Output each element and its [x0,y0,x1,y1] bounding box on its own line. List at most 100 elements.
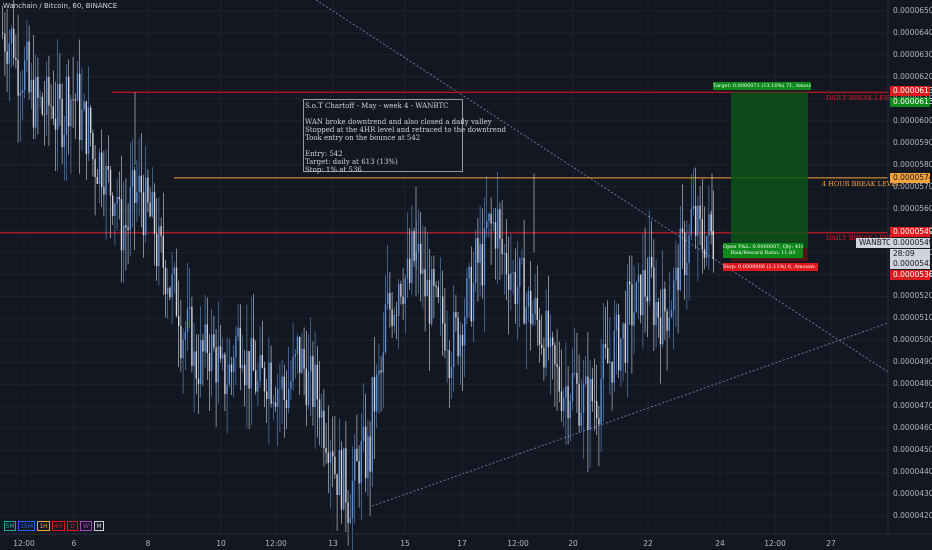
candle-body [596,401,598,419]
stop-label[interactable]: Stop: 0.0000006 (1.11%) 6, Amount: 750 [723,263,818,271]
candle-body [582,383,585,413]
candle-body [422,269,424,274]
note-line: Stop: 1% at 536 [305,166,362,174]
timeframe-m-button[interactable]: M [94,521,104,531]
candle-body [516,286,519,305]
open-pnl-label[interactable]: Open P&L: 0.0000007, Qty: 416666666 Risk… [723,243,803,258]
candle-body [206,324,208,353]
candle-body [268,362,270,399]
candle-body [197,378,200,385]
time-tick-label: 27 [826,539,836,548]
candle-body [299,336,301,373]
candle-body [349,518,351,523]
candle-body [446,350,448,351]
candle-body [527,290,530,308]
candle-body [59,84,61,99]
candle-body [24,60,26,91]
timeframe-15m-button[interactable]: 15M [18,521,35,531]
time-tick-label: 12:00 [265,539,287,548]
time-tick-label: 15 [400,539,410,548]
candle-body [252,338,255,371]
candle-body [356,448,358,462]
candle-body [624,323,626,363]
candle-body [543,347,545,368]
timeframe-5m-button[interactable]: 5M [4,521,16,531]
chartoff-note[interactable]: S.o.T Chartoff - May - week 4 - WANBTC W… [303,99,506,174]
candle-body [486,220,488,229]
candle-body [118,197,120,200]
price-tick-label: 0.0000640 [893,27,932,37]
candle-body [598,418,600,425]
candle-body [523,258,525,324]
candle-body [587,376,589,430]
candle-body [250,338,252,389]
candle-body [409,258,411,283]
candle-body [325,448,327,453]
candle-body [41,96,43,115]
candle-body [431,269,433,324]
symbol-title[interactable]: Wanchain / Bitcoin, 60, BINANCE [3,2,118,10]
timeframe-1h-button[interactable]: 1H [37,521,50,531]
candle-body [125,225,127,228]
candle-body [684,232,686,276]
candle-body [244,364,246,386]
candle-body [558,366,560,392]
candle-body [538,319,541,345]
candle-body [384,304,387,353]
candle-body [305,368,307,406]
candle-body [10,28,13,44]
candle-body [688,234,690,264]
candle-body [519,258,521,287]
candle-body [439,296,442,298]
candle-body [569,401,571,419]
timeframe-w-button[interactable]: W [80,521,92,531]
candle-body [107,165,109,170]
candle-body [681,228,684,233]
timeframe-d-button[interactable]: D [67,521,78,531]
candle-body [290,380,292,389]
candle-body [703,249,706,258]
candle-body [475,238,477,283]
time-tick-label: 24 [715,539,725,548]
candle-body [464,317,466,346]
candle-body [158,226,160,267]
time-tick-label: 12:00 [507,539,529,548]
candle-body [112,195,114,216]
price-tick-label: 0.0000450 [893,445,932,455]
target-label[interactable]: Target: 0.0000071 (13.10%) 71, Amount: 3… [713,82,811,90]
long-position-tool[interactable] [731,92,808,262]
candle-body [477,238,479,263]
candle-body [4,33,6,52]
downtrend-line[interactable] [315,0,889,373]
candle-body [673,280,675,310]
note-line: Entry: 542 [305,150,343,158]
note-line: Target: daily at 613 (13%) [305,158,398,166]
candle-body [347,502,349,523]
candle-body [30,79,32,93]
candle-body [697,205,699,236]
candle-body [571,373,574,402]
candle-body [57,84,59,130]
timeframe-4h-button[interactable]: 4H [52,521,65,531]
candle-body [116,197,118,204]
candle-body [54,118,57,130]
candle-body [479,243,481,263]
candle-body [37,76,39,98]
candle-body [169,287,171,298]
price-badge-613-green: 0.0000613 [890,97,932,107]
candle-body [279,388,281,390]
candle-body [565,386,567,399]
candle-body [600,378,602,425]
candle-body [195,351,197,379]
candle-body [226,384,228,395]
time-tick-label: 8 [145,539,151,548]
uptrend-line[interactable] [371,322,889,507]
candle-body [448,350,450,378]
price-tick-label: 0.0000520 [893,291,932,301]
candle-body [437,287,439,298]
candle-body [549,337,552,348]
candle-body [13,28,15,58]
target-zone[interactable] [731,92,808,249]
candle-body [382,352,384,373]
